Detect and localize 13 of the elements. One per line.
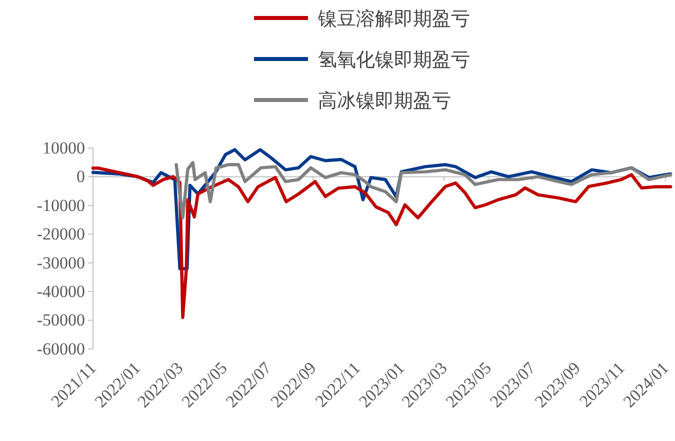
y-tick-label: -10000 <box>36 196 85 215</box>
y-tick-label: 0 <box>76 167 85 186</box>
legend-label: 镍豆溶解即期盈亏 <box>317 8 470 30</box>
y-tick-label: -20000 <box>36 224 85 244</box>
y-tick-label: 10000 <box>42 138 85 158</box>
y-tick-label: -50000 <box>36 310 85 330</box>
legend-label: 氢氧化镍即期盈亏 <box>318 50 470 71</box>
y-tick-label: -30000 <box>36 253 85 272</box>
line-series <box>174 161 672 220</box>
line-series <box>91 166 672 320</box>
legend-label: 高冰镍即期盈亏 <box>318 90 451 112</box>
y-tick-label: -40000 <box>36 282 85 302</box>
y-tick-label: -60000 <box>36 339 85 358</box>
